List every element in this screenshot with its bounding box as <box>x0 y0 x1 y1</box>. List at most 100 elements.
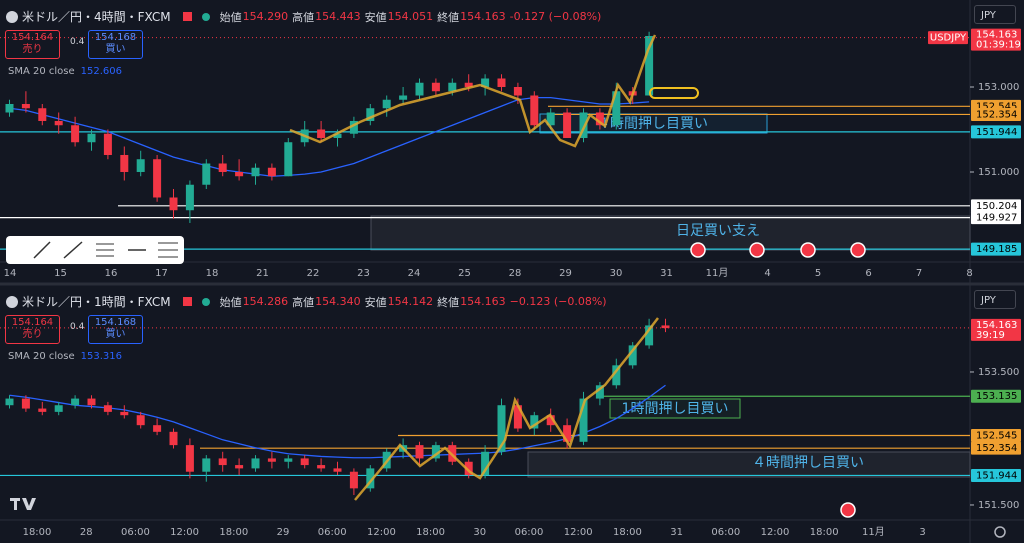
candle-body <box>169 197 178 211</box>
level-tag <box>971 107 1021 121</box>
candle-body <box>202 163 211 185</box>
time-label: 12:00 <box>761 527 790 538</box>
candle-body <box>153 425 162 432</box>
candle-body <box>349 120 358 134</box>
countdown-label: 01:39:19 <box>976 40 1021 51</box>
candle-body <box>563 425 572 442</box>
buy-price: 154.168 <box>94 317 137 328</box>
time-label: 21 <box>256 268 269 279</box>
candle-body <box>612 91 621 126</box>
currency-selector[interactable]: JPY <box>974 290 1016 309</box>
event-flag <box>749 242 765 258</box>
time-label: 5 <box>815 268 821 279</box>
candle-body <box>579 112 588 138</box>
time-label: 14 <box>4 268 17 279</box>
sma-legend: SMA 20 close 152.606 <box>8 66 122 77</box>
level-tag <box>971 428 1021 442</box>
open-label: 始値 <box>219 10 242 24</box>
candle-body <box>464 461 473 476</box>
level-tag-label: 150.204 <box>976 201 1017 212</box>
sell-button[interactable]: 154.164 売り <box>5 30 60 59</box>
candle-body <box>497 405 506 452</box>
trend-drawing <box>289 34 657 148</box>
annotation-text: ４時間押し目買い <box>596 116 708 132</box>
annotation-box <box>609 398 741 419</box>
candle-body <box>448 82 457 92</box>
candle-body <box>546 112 555 126</box>
level-tag <box>971 389 1021 403</box>
time-label: 31 <box>670 527 683 538</box>
time-label: 18 <box>206 268 219 279</box>
symbol-tag-label: USDJPY <box>930 33 967 44</box>
time-label: 17 <box>155 268 168 279</box>
drawing-toolbar[interactable] <box>6 236 184 264</box>
symbol-icon <box>6 295 18 308</box>
candle-body <box>87 398 96 406</box>
candle-body <box>136 159 145 172</box>
symbol-name: 米ドル／円・1時間・FXCM <box>22 295 171 309</box>
sma-value: 153.316 <box>80 351 123 362</box>
time-label: 4 <box>764 268 770 279</box>
settings-icon[interactable] <box>994 526 1006 538</box>
candle-body <box>382 99 391 109</box>
candle-body <box>54 405 63 412</box>
candle-body <box>530 95 539 126</box>
time-label: 31 <box>660 268 673 279</box>
sell-button[interactable]: 154.164 売り <box>5 315 60 344</box>
candle-body <box>415 445 424 459</box>
event-flag <box>850 242 866 258</box>
candle-body <box>218 163 227 172</box>
candle-body <box>595 385 604 399</box>
candle-body <box>202 458 211 472</box>
buy-button[interactable]: 154.168 買い <box>88 315 143 344</box>
candle-body <box>628 345 637 366</box>
market-status <box>201 297 210 306</box>
candle-body <box>431 445 440 459</box>
candle-body <box>38 108 47 121</box>
candle-body <box>481 78 490 87</box>
candle-body <box>563 112 572 138</box>
time-label: 25 <box>458 268 471 279</box>
price-tick-label: 153.000 <box>978 82 1019 93</box>
close-value: 154.163 <box>460 10 506 23</box>
tool-icon[interactable] <box>33 241 51 259</box>
time-label: 12:00 <box>367 527 396 538</box>
candle-body <box>595 112 604 126</box>
candle-body <box>71 398 80 406</box>
time-label: 15 <box>54 268 67 279</box>
level-tag <box>971 242 1021 256</box>
tool-icon[interactable] <box>63 241 83 259</box>
time-label: 06:00 <box>711 527 740 538</box>
candle-body <box>546 415 555 426</box>
change-value: -0.127 (−0.08%) <box>509 10 602 23</box>
level-tag <box>971 211 1021 225</box>
time-label: 18:00 <box>219 527 248 538</box>
candle-body <box>235 171 244 177</box>
buy-button[interactable]: 154.168 買い <box>88 30 143 59</box>
time-label: 7 <box>916 268 922 279</box>
candle-body <box>513 86 522 96</box>
candle-body <box>481 451 490 476</box>
candle-body <box>645 325 654 346</box>
time-label: 12:00 <box>170 527 199 538</box>
time-label: 28 <box>80 527 93 538</box>
candle-body <box>38 408 47 412</box>
time-label: 06:00 <box>515 527 544 538</box>
plot-layer: ４時間押し目買い日足買い支え153.000151.000152.545152.3… <box>0 28 1021 538</box>
level-tag <box>971 125 1021 139</box>
buy-price: 154.168 <box>94 32 137 43</box>
low-value: 154.051 <box>387 10 434 23</box>
level-tag <box>971 199 1021 213</box>
close-value: 154.163 <box>460 295 506 308</box>
time-label: 18:00 <box>416 527 445 538</box>
currency-selector[interactable]: JPY <box>974 5 1016 24</box>
annotation-text: ４時間押し目買い <box>752 455 864 471</box>
candle-body <box>21 103 30 109</box>
candle-body <box>284 142 293 177</box>
level-tag-label: 152.545 <box>976 101 1017 112</box>
sma-legend: SMA 20 close 153.316 <box>8 351 122 362</box>
last-price-tag <box>971 28 1021 51</box>
time-label: 30 <box>610 268 623 279</box>
close-label: 終値 <box>437 295 460 309</box>
candle-body <box>333 468 342 472</box>
